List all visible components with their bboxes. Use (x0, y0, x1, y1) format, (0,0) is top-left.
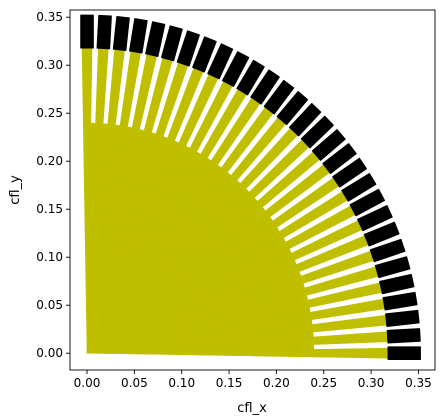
unstable-band-mark (222, 51, 250, 87)
unstable-band-mark (161, 25, 183, 62)
unstable-band-mark (129, 18, 148, 54)
unstable-band-mark (369, 238, 406, 263)
y-axis: 0.00 0.05 0.10 0.15 0.20 0.25 0.30 0.35 (36, 10, 70, 360)
unstable-band-mark (289, 103, 322, 137)
unstable-band-mark (322, 143, 357, 174)
x-tick-label: 0.05 (121, 376, 148, 390)
y-tick-label: 0.05 (36, 298, 63, 312)
y-tick-label: 0.25 (36, 106, 63, 120)
y-tick-label: 0.15 (36, 202, 63, 216)
unstable-band-mark (112, 15, 130, 51)
unstable-band-mark (176, 30, 200, 67)
unstable-band-mark (386, 328, 421, 344)
x-tick-label: 0.35 (405, 376, 432, 390)
y-tick-label: 0.20 (36, 154, 63, 168)
unstable-band-mark (341, 173, 377, 202)
x-tick-label: 0.30 (358, 376, 385, 390)
unstable-band-mark (382, 291, 418, 311)
unstable-band-mark (379, 273, 415, 295)
unstable-band-mark (236, 59, 265, 96)
unstable-band-mark (96, 14, 112, 50)
unstable-band-mark (363, 221, 400, 247)
x-tick-label: 0.25 (310, 376, 337, 390)
unstable-band-mark (311, 129, 346, 161)
x-axis-label: cfl_x (237, 401, 267, 416)
x-tick-label: 0.00 (74, 376, 101, 390)
unstable-band-mark (385, 309, 420, 327)
unstable-band-mark (207, 43, 234, 80)
unstable-band-mark (145, 21, 166, 57)
x-tick-label: 0.10 (168, 376, 195, 390)
unstable-band-mark (374, 256, 411, 279)
unstable-band-mark (80, 14, 94, 49)
unstable-band-mark (192, 36, 217, 73)
x-axis: 0.00 0.05 0.10 0.15 0.20 0.25 0.30 0.35 (74, 370, 432, 390)
axes-frame (69, 9, 436, 371)
y-tick-label: 0.35 (36, 10, 63, 24)
y-tick-label: 0.00 (36, 346, 63, 360)
unstable-band-mark (250, 69, 280, 105)
y-tick-label: 0.30 (36, 58, 63, 72)
unstable-band-mark (332, 157, 367, 188)
unstable-band-mark (349, 188, 386, 217)
unstable-band-mark (300, 115, 334, 149)
unstable-band-mark (357, 205, 393, 232)
unstable-band-mark (276, 91, 309, 126)
unstable-band-mark (387, 346, 421, 360)
x-tick-label: 0.15 (216, 376, 243, 390)
plot-marks (80, 14, 421, 360)
unstable-band-mark (263, 79, 295, 115)
y-axis-label: cfl_y (8, 175, 23, 205)
y-tick-label: 0.10 (36, 250, 63, 264)
x-tick-label: 0.20 (263, 376, 290, 390)
